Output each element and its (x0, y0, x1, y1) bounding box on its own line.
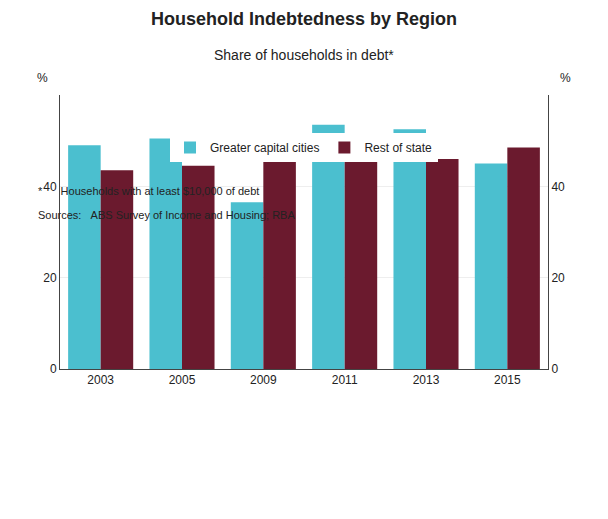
svg-text:20: 20 (43, 271, 57, 285)
svg-text:2011: 2011 (332, 373, 358, 387)
svg-text:2015: 2015 (494, 373, 521, 387)
svg-text:* Households with at leas: * Households with at least $10,000 of de… (38, 185, 259, 197)
svg-text:20: 20 (551, 271, 565, 285)
svg-text:0: 0 (551, 362, 558, 376)
svg-text:Greater capital cities: Greater capital cities (210, 141, 319, 155)
svg-text:Rest of state: Rest of state (364, 141, 432, 155)
svg-text:Sources: ABS Survey of Incom: Sources: ABS Survey of Income and Housin… (38, 209, 295, 221)
svg-text:2009: 2009 (250, 373, 277, 387)
svg-text:40: 40 (551, 180, 565, 194)
svg-text:Share of households in debt*: Share of households in debt* (214, 47, 394, 63)
svg-text:2013: 2013 (413, 373, 440, 387)
svg-text:2005: 2005 (169, 373, 196, 387)
svg-text:%: % (560, 71, 571, 85)
svg-text:Household Indebtedness by Regi: Household Indebtedness by Region (151, 9, 457, 29)
svg-text:2003: 2003 (87, 373, 114, 387)
svg-text:40: 40 (43, 180, 57, 194)
svg-text:%: % (37, 71, 48, 85)
svg-text:0: 0 (50, 362, 57, 376)
